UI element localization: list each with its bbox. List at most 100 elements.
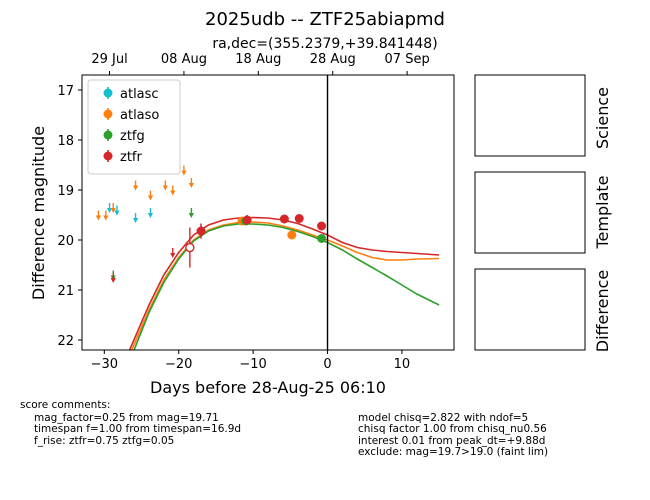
model-curve-atlaso (131, 221, 440, 350)
upper-limit-atlaso (147, 190, 154, 201)
comment-right-0: model chisq=2.822 with ndof=5 (358, 412, 528, 424)
detection-marker (294, 214, 304, 223)
y-tick-label: 19 (57, 184, 74, 199)
legend-box (87, 79, 181, 175)
data-points (95, 165, 327, 283)
detection-ztfr (294, 214, 304, 223)
science-panel (474, 74, 586, 157)
upper-limit-arrow (147, 195, 154, 201)
model-curve-ztfr (128, 216, 440, 350)
upper-limit-atlaso (132, 180, 139, 191)
upper-limit-atlasc (147, 208, 154, 218)
upper-limit-atlaso (188, 178, 194, 188)
legend-label: ztfg (120, 129, 145, 144)
detection-marker (196, 226, 206, 236)
legend-entry-ztfr: ztfr (103, 150, 142, 165)
top-tick-label: 07 Sep (385, 52, 430, 67)
y-axis-ticks: 17 18 19 20 21 22 (57, 84, 82, 349)
top-tick-label: 08 Aug (161, 52, 207, 67)
y-tick-label: 21 (57, 284, 74, 299)
detection-ztfr (196, 223, 206, 239)
legend-label: atlaso (120, 108, 159, 123)
upper-limit-atlaso (95, 210, 101, 221)
upper-limit-atlasc (106, 203, 113, 213)
upper-limit-ztfr (170, 248, 176, 258)
y-axis-label: Difference magnitude (29, 126, 48, 300)
comment-left-1: mag_factor=0.25 from mag=19.71 (34, 412, 219, 424)
chart-title: 2025udb -- ZTF25abiapmd (205, 9, 445, 30)
upper-limit-arrow (95, 215, 101, 221)
detection-ztfr (279, 214, 289, 224)
detection-ztfr (242, 215, 252, 225)
image-panels: Science Template Difference (474, 74, 612, 352)
legend-marker (103, 109, 113, 119)
upper-limit-atlaso (170, 185, 176, 196)
comment-left-2: timespan f=1.00 from timespan=16.9d (34, 423, 241, 435)
detection-marker (279, 214, 289, 224)
upper-limit-arrow (110, 208, 116, 213)
detection-marker (317, 221, 327, 231)
top-tick-label: 18 Aug (235, 52, 281, 67)
upper-limit-atlaso (181, 165, 187, 176)
x-axis-label: Days before 28-Aug-25 06:10 (150, 378, 386, 397)
top-tick-label: 29 Jul (91, 52, 127, 67)
marginal-point-ztfr (185, 227, 195, 268)
upper-limit-arrow (132, 218, 139, 223)
legend-label: ztfr (120, 150, 142, 165)
upper-limit-arrow (188, 213, 194, 218)
x-tick-label: 10 (394, 357, 411, 372)
y-tick-label: 17 (57, 84, 74, 99)
comment-right-2: interest 0.01 from peak_dt=+9.88d (358, 435, 545, 447)
upper-limit-arrow (110, 278, 116, 283)
y-tick-label: 20 (57, 234, 74, 249)
upper-limit-arrow (188, 183, 194, 188)
science-label: Science (593, 87, 612, 149)
upper-limit-arrow (106, 208, 113, 213)
detection-marker (242, 215, 252, 225)
chart-subtitle: ra,dec=(355.2379,+39.841448) (212, 36, 437, 52)
comment-right-1: chisq factor 1.00 from chisq_nu0.56 (358, 423, 547, 435)
upper-limit-arrow (132, 185, 139, 191)
x-tick-label: −20 (165, 357, 192, 372)
upper-limit-arrow (181, 170, 187, 176)
x-axis-ticks: −30 −20 −10 0 10 (91, 350, 411, 372)
detection-atlaso (287, 230, 297, 240)
upper-limit-arrow (103, 215, 109, 221)
upper-limit-arrow (170, 253, 176, 258)
legend: atlasc atlaso ztfg ztfr (87, 79, 181, 175)
model-curve-ztfg (133, 223, 440, 350)
upper-limit-ztfr (110, 273, 116, 283)
upper-limit-arrow (162, 185, 168, 191)
template-panel (474, 171, 586, 254)
legend-entry-atlaso: atlaso (103, 108, 159, 123)
model-curves (128, 216, 440, 350)
plot-area: −30 −20 −10 0 10 17 18 19 20 21 22 29 Jul 08 Aug 18… (29, 52, 455, 397)
x-tick-label: −30 (91, 357, 118, 372)
upper-limit-atlasc (114, 205, 120, 216)
detection-marker (287, 230, 297, 240)
difference-label: Difference (593, 270, 612, 352)
top-tick-label: 28 Aug (310, 52, 356, 67)
legend-marker (103, 88, 113, 98)
upper-limit-arrow (170, 190, 176, 196)
comments-left: score comments: mag_factor=0.25 from mag… (20, 399, 241, 447)
upper-limit-ztfg (188, 208, 194, 218)
y-tick-label: 22 (57, 334, 74, 349)
legend-marker (103, 130, 113, 140)
comment-right-3: exclude: mag=19.7>19.0 (faint lim) (358, 446, 548, 458)
legend-marker (103, 151, 113, 161)
upper-limit-arrow (147, 213, 154, 218)
upper-limit-atlaso (110, 203, 116, 213)
upper-limit-arrow (114, 210, 120, 216)
legend-label: atlasc (120, 87, 159, 102)
x-tick-label: −10 (239, 357, 266, 372)
detection-ztfg (317, 234, 327, 243)
difference-panel (474, 268, 586, 351)
upper-limit-atlaso (162, 180, 168, 191)
detection-ztfr (317, 221, 327, 231)
x-tick-label: 0 (323, 357, 331, 372)
marginal-marker (185, 242, 195, 253)
top-axis-ticks: 29 Jul 08 Aug 18 Aug 28 Aug 07 Sep (91, 52, 430, 75)
comments-right: model chisq=2.822 with ndof=5 chisq fact… (358, 412, 548, 458)
